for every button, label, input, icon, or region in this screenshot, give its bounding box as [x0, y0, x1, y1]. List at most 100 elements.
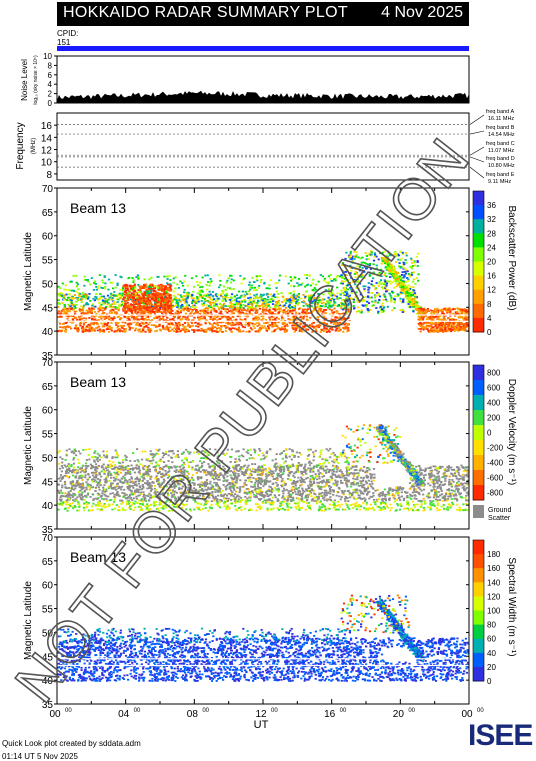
scatter-cell — [82, 311, 85, 314]
scatter-cell — [166, 309, 169, 311]
scatter-cell — [111, 319, 114, 322]
scatter-cell — [456, 313, 459, 315]
scatter-cell — [170, 304, 173, 307]
scatter-cell — [271, 475, 274, 478]
scatter-cell — [90, 329, 94, 332]
scatter-cell — [372, 268, 375, 270]
scatter-cell — [215, 329, 218, 332]
scatter-cell — [341, 292, 344, 294]
scatter-cell — [86, 293, 89, 296]
scatter-cell — [166, 326, 169, 329]
scatter-cell — [93, 315, 96, 318]
scatter-cell — [259, 295, 262, 298]
scatter-cell — [440, 313, 444, 316]
scatter-cell — [58, 302, 61, 305]
scatter-cell — [122, 310, 125, 312]
scatter-cell — [338, 495, 341, 498]
scatter-cell — [152, 307, 155, 309]
scatter-cell — [296, 327, 299, 330]
scatter-cell — [300, 328, 303, 331]
scatter-cell — [100, 286, 103, 289]
scatter-cell — [169, 307, 172, 310]
scatter-cell — [128, 289, 132, 292]
scatter-cell — [311, 331, 314, 333]
scatter-cell — [154, 293, 157, 296]
scatter-cell — [239, 304, 242, 307]
scatter-cell — [168, 323, 171, 326]
colorbar-tick-label: 36 — [487, 201, 496, 210]
scatter-cell — [296, 321, 299, 324]
scatter-cell — [312, 306, 315, 309]
scatter-cell — [196, 292, 199, 295]
scatter-cell — [294, 297, 297, 300]
scatter-cell — [463, 308, 466, 310]
scatter-cell — [167, 323, 170, 325]
scatter-cell — [142, 323, 145, 326]
scatter-cell — [149, 329, 152, 332]
scatter-cell — [272, 300, 275, 303]
scatter-cell — [338, 322, 341, 325]
scatter-cell — [199, 294, 202, 297]
scatter-cell — [119, 288, 122, 291]
scatter-cell — [434, 308, 437, 310]
scatter-cell — [142, 294, 145, 297]
scatter-cell — [429, 325, 433, 328]
scatter-cell — [208, 294, 211, 297]
scatter-cell — [135, 315, 139, 318]
scatter-cell — [429, 329, 432, 332]
scatter-cell — [288, 299, 291, 302]
scatter-cell — [255, 322, 258, 325]
scatter-cell — [422, 308, 425, 311]
scatter-cell — [153, 313, 156, 316]
scatter-cell — [161, 303, 165, 306]
scatter-cell — [309, 325, 313, 328]
scatter-cell — [342, 327, 345, 329]
scatter-cell — [142, 310, 145, 313]
scatter-cell — [321, 305, 324, 307]
scatter-cell — [317, 470, 320, 473]
scatter-cell — [191, 322, 194, 325]
scatter-cell — [209, 304, 212, 306]
scatter-cell — [70, 327, 73, 330]
scatter-cell — [248, 329, 251, 332]
plot-title: HOKKAIDO RADAR SUMMARY PLOT — [63, 4, 348, 21]
scatter-cell — [106, 324, 109, 327]
scatter-cell — [335, 295, 338, 298]
scatter-cell — [326, 328, 329, 331]
scatter-cell — [170, 318, 173, 321]
scatter-cell — [82, 306, 85, 309]
scatter-cell — [419, 330, 422, 333]
scatter-cell — [417, 279, 420, 282]
scatter-cell — [239, 274, 242, 277]
scatter-cell — [285, 302, 288, 304]
scatter-cell — [109, 328, 112, 330]
scatter-cell — [166, 278, 169, 280]
scatter-cell — [224, 325, 227, 328]
scatter-cell — [252, 289, 256, 292]
scatter-cell — [349, 308, 352, 311]
scatter-cell — [396, 253, 399, 256]
scatter-cell — [399, 293, 402, 295]
scatter-cell — [209, 282, 212, 284]
scatter-cell — [359, 311, 362, 314]
scatter-cell — [370, 250, 373, 252]
scatter-cell — [414, 300, 417, 303]
scatter-cell — [263, 499, 266, 502]
scatter-cell — [89, 323, 92, 326]
scatter-cell — [63, 294, 66, 297]
scatter-cell — [147, 289, 150, 291]
scatter-cell — [416, 265, 419, 267]
scatter-cell — [205, 328, 208, 331]
scatter-cell — [236, 308, 239, 311]
scatter-cell — [75, 304, 78, 306]
scatter-cell — [157, 296, 160, 298]
scatter-cell — [397, 284, 400, 287]
scatter-cell — [282, 296, 285, 298]
scatter-cell — [338, 275, 342, 278]
scatter-cell — [457, 316, 460, 319]
scatter-cell — [366, 311, 370, 313]
scatter-cell — [197, 284, 200, 287]
scatter-cell — [344, 291, 347, 293]
scatter-cell — [81, 292, 85, 294]
scatter-cell — [304, 308, 307, 311]
